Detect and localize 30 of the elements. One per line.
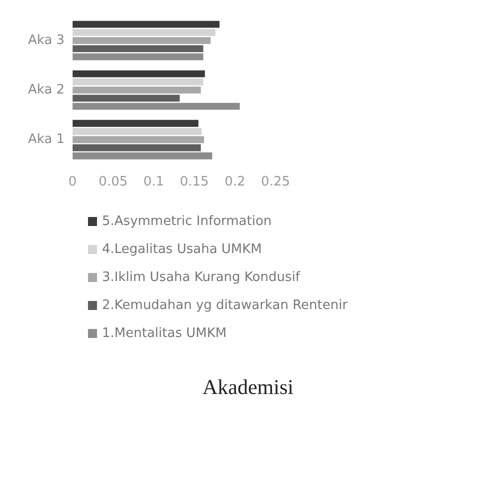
bar <box>72 136 204 144</box>
bar <box>72 94 180 102</box>
x-tick-label: 0 <box>68 174 77 190</box>
x-tick-label: 0.25 <box>261 174 290 190</box>
bar <box>72 70 205 78</box>
legend-label: 3.Iklim Usaha Kurang Kondusif <box>102 270 300 285</box>
bar <box>72 128 202 135</box>
x-tick-label: 0.05 <box>98 174 128 190</box>
bar <box>72 152 212 160</box>
y-tick-label: Aka 1 <box>28 132 65 148</box>
y-tick-label: Aka 2 <box>28 82 65 98</box>
legend-label: 2.Kemudahan yg ditawarkan Rentenir <box>102 298 348 313</box>
legend-label: 5.Asymmetric Information <box>102 214 272 229</box>
bar <box>72 86 201 94</box>
bar <box>72 144 201 152</box>
bar <box>72 37 211 44</box>
x-tick-label: 0.1 <box>143 174 164 190</box>
legend-label: 4.Legalitas Usaha UMKM <box>102 242 262 257</box>
text: Akademisi <box>202 375 294 400</box>
bar <box>72 45 204 52</box>
x-tick-label: 0.15 <box>180 174 209 190</box>
bar <box>72 53 204 60</box>
legend-label: 1.Mentalitas UMKM <box>102 326 227 341</box>
bar <box>72 120 198 127</box>
bar <box>72 28 216 36</box>
bar <box>72 102 240 110</box>
bar <box>72 78 204 86</box>
y-tick-label: Aka 3 <box>28 32 65 48</box>
bar <box>72 20 220 28</box>
x-tick-label: 0.2 <box>224 174 246 190</box>
